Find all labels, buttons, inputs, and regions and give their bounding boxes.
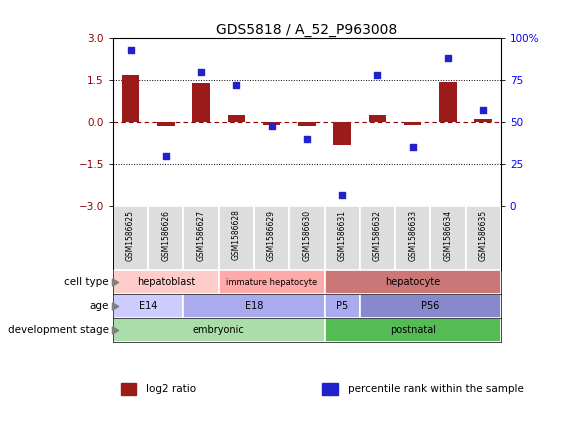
Text: development stage: development stage: [8, 325, 109, 335]
Bar: [219, 206, 254, 270]
Bar: [369, 115, 386, 122]
Point: [126, 47, 135, 53]
Text: hepatocyte: hepatocyte: [385, 277, 440, 287]
Bar: [263, 122, 280, 125]
Text: GSM1586625: GSM1586625: [126, 209, 135, 261]
Text: immature hepatocyte: immature hepatocyte: [226, 278, 317, 287]
Text: GSM1586627: GSM1586627: [197, 209, 206, 261]
Text: GSM1586631: GSM1586631: [338, 209, 347, 261]
Text: percentile rank within the sample: percentile rank within the sample: [347, 384, 523, 394]
Bar: [113, 318, 324, 342]
Text: embryonic: embryonic: [193, 325, 244, 335]
Bar: [298, 122, 316, 126]
Text: log2 ratio: log2 ratio: [146, 384, 196, 394]
Text: E18: E18: [245, 301, 263, 311]
Point: [196, 69, 206, 75]
Bar: [439, 82, 457, 122]
Bar: [184, 206, 219, 270]
Text: GSM1586626: GSM1586626: [162, 209, 170, 261]
Point: [408, 144, 417, 151]
Text: P56: P56: [421, 301, 439, 311]
Text: postnatal: postnatal: [390, 325, 435, 335]
Bar: [404, 122, 422, 125]
Bar: [324, 318, 501, 342]
Text: GSM1586629: GSM1586629: [267, 209, 276, 261]
Text: cell type: cell type: [64, 277, 109, 287]
Point: [267, 122, 276, 129]
Bar: [228, 115, 245, 122]
Point: [373, 72, 382, 79]
Bar: [430, 206, 466, 270]
Point: [479, 107, 488, 114]
Bar: [113, 294, 184, 318]
Bar: [113, 206, 148, 270]
Bar: [474, 119, 492, 122]
Bar: [120, 384, 136, 395]
Bar: [466, 206, 501, 270]
Bar: [192, 83, 210, 122]
Bar: [324, 270, 501, 294]
Point: [232, 82, 241, 88]
Bar: [360, 294, 501, 318]
Text: GSM1586628: GSM1586628: [232, 209, 241, 261]
Title: GDS5818 / A_52_P963008: GDS5818 / A_52_P963008: [216, 23, 398, 37]
Point: [302, 136, 312, 143]
Text: P5: P5: [336, 301, 348, 311]
Text: E14: E14: [139, 301, 157, 311]
Point: [338, 191, 347, 198]
Text: age: age: [90, 301, 109, 311]
Text: GSM1586632: GSM1586632: [373, 209, 382, 261]
Point: [161, 153, 170, 159]
Bar: [323, 384, 338, 395]
Bar: [360, 206, 395, 270]
Bar: [157, 122, 175, 126]
Text: GSM1586633: GSM1586633: [408, 209, 417, 261]
Bar: [184, 294, 324, 318]
Bar: [122, 74, 140, 122]
Point: [444, 55, 453, 62]
Text: hepatoblast: hepatoblast: [137, 277, 195, 287]
Bar: [324, 206, 360, 270]
Text: GSM1586634: GSM1586634: [444, 209, 452, 261]
Text: GSM1586635: GSM1586635: [479, 209, 488, 261]
Bar: [148, 206, 184, 270]
Bar: [395, 206, 430, 270]
Bar: [324, 294, 360, 318]
Bar: [219, 270, 324, 294]
Bar: [334, 122, 351, 145]
Bar: [113, 270, 219, 294]
Bar: [254, 206, 290, 270]
Bar: [290, 206, 324, 270]
Text: GSM1586630: GSM1586630: [302, 209, 312, 261]
